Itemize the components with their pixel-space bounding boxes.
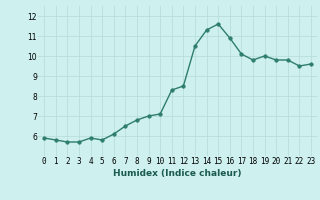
X-axis label: Humidex (Indice chaleur): Humidex (Indice chaleur)	[113, 169, 242, 178]
